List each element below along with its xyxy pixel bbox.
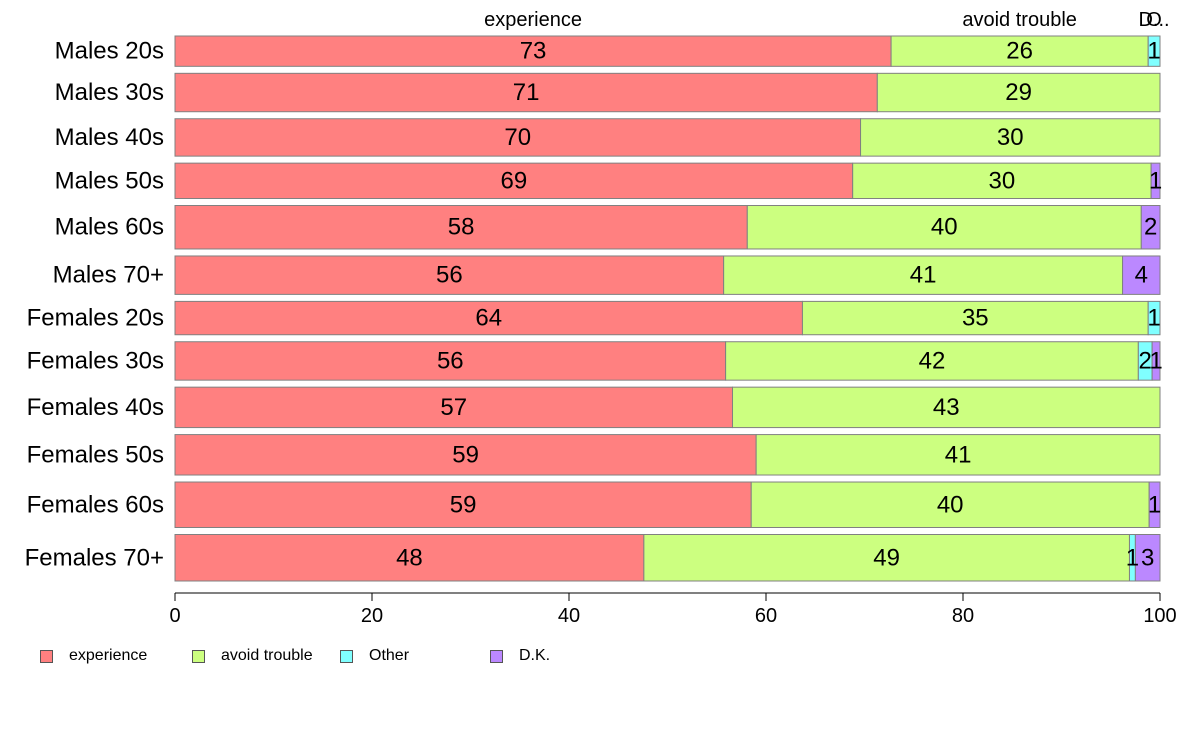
data-label: 73 [520, 38, 547, 65]
data-label: 64 [475, 305, 502, 332]
legend-swatch [490, 649, 503, 663]
data-label: 42 [919, 347, 946, 374]
bar-segment [1140, 205, 1161, 250]
data-label: 41 [945, 441, 972, 468]
bar-segment [750, 481, 1150, 529]
category-label: Males 40s [55, 124, 164, 151]
legend-item: experience [40, 646, 147, 666]
legend-label: D.K. [519, 647, 551, 664]
data-label: 30 [989, 167, 1016, 194]
data-label: 58 [448, 214, 475, 241]
data-label: 35 [962, 305, 989, 332]
data-label: 59 [450, 491, 477, 518]
bar-segment [174, 300, 803, 336]
data-label: 48 [396, 544, 423, 571]
data-label: 3 [1141, 544, 1154, 571]
data-label: 2 [1139, 347, 1152, 374]
bar-segment [1147, 300, 1161, 336]
bar-segment [801, 300, 1149, 336]
category-label: Females 50s [27, 441, 164, 468]
series-top-label: experience [484, 9, 582, 31]
bar-segment [174, 162, 854, 200]
data-label: 56 [437, 347, 464, 374]
x-tick-label: 60 [755, 605, 777, 627]
bar-segment [174, 481, 752, 529]
bar-segment [174, 386, 734, 429]
data-label: 1 [1149, 167, 1162, 194]
data-label: 29 [1005, 79, 1032, 106]
data-label: 1 [1148, 491, 1161, 518]
data-label: 49 [873, 544, 900, 571]
bar-segment [1151, 341, 1161, 381]
bar-segment [1150, 162, 1161, 200]
data-label: 4 [1135, 262, 1148, 289]
legend-item: avoid trouble [192, 646, 313, 666]
data-label: 40 [931, 214, 958, 241]
legend-item: D.K. [490, 646, 550, 666]
bar-segment [174, 205, 748, 250]
category-label: Females 60s [27, 491, 164, 518]
category-label: Females 70+ [25, 544, 164, 571]
category-label: Males 70+ [53, 262, 164, 289]
data-label: 1 [1147, 38, 1160, 65]
bar-segment [174, 35, 892, 67]
bar-segment [1122, 255, 1161, 295]
x-tick-label: 100 [1143, 605, 1176, 627]
series-top-label: D... [1138, 9, 1169, 31]
bar-segment [876, 72, 1161, 113]
data-label: 1 [1149, 347, 1162, 374]
bar-segment [1147, 35, 1161, 67]
bar-segment [723, 255, 1124, 295]
bar-segment [643, 534, 1130, 582]
bar-segment [174, 434, 757, 476]
category-label: Males 50s [55, 167, 164, 194]
legend-label: avoid trouble [221, 647, 313, 664]
data-label: 71 [513, 79, 540, 106]
x-tick-label: 40 [558, 605, 580, 627]
bar-segment [174, 341, 727, 381]
series-top-label: O [1146, 9, 1162, 31]
data-label: 40 [937, 491, 964, 518]
bar-segment [725, 341, 1139, 381]
category-label: Females 40s [27, 394, 164, 421]
category-label: Males 60s [55, 214, 164, 241]
bar-segment [860, 118, 1161, 157]
data-label: 70 [504, 124, 531, 151]
legend-swatch [340, 649, 353, 663]
legend-label: experience [69, 647, 148, 664]
data-label: 69 [500, 167, 527, 194]
data-label: 41 [910, 262, 937, 289]
legend-label: Other [369, 647, 410, 664]
bar-segment [1134, 534, 1161, 582]
data-label: 56 [436, 262, 463, 289]
legend-item: Other [340, 646, 409, 666]
category-label: Males 20s [55, 38, 164, 65]
bar-segment [174, 255, 725, 295]
series-top-label: avoid trouble [962, 9, 1077, 31]
bar-segment [1148, 481, 1161, 529]
bar-segment [890, 35, 1149, 67]
category-label: Females 30s [27, 347, 164, 374]
bar-segment [174, 118, 862, 157]
category-label: Males 30s [55, 79, 164, 106]
bar-segment [732, 386, 1161, 429]
data-label: 57 [440, 394, 467, 421]
data-label: 43 [933, 394, 960, 421]
data-label: 26 [1006, 38, 1033, 65]
data-label: 1 [1147, 305, 1160, 332]
data-label: 1 [1126, 544, 1139, 571]
x-tick-label: 0 [169, 605, 180, 627]
bar-segment [174, 534, 645, 582]
bar-segment [852, 162, 1152, 200]
legend-swatch [192, 649, 205, 663]
bar-segment [755, 434, 1161, 476]
category-label: Females 20s [27, 305, 164, 332]
data-label: 59 [452, 441, 479, 468]
data-label: 30 [997, 124, 1024, 151]
data-label: 2 [1144, 214, 1157, 241]
x-tick-label: 80 [952, 605, 974, 627]
x-tick-label: 20 [361, 605, 383, 627]
legend-swatch [40, 649, 53, 663]
